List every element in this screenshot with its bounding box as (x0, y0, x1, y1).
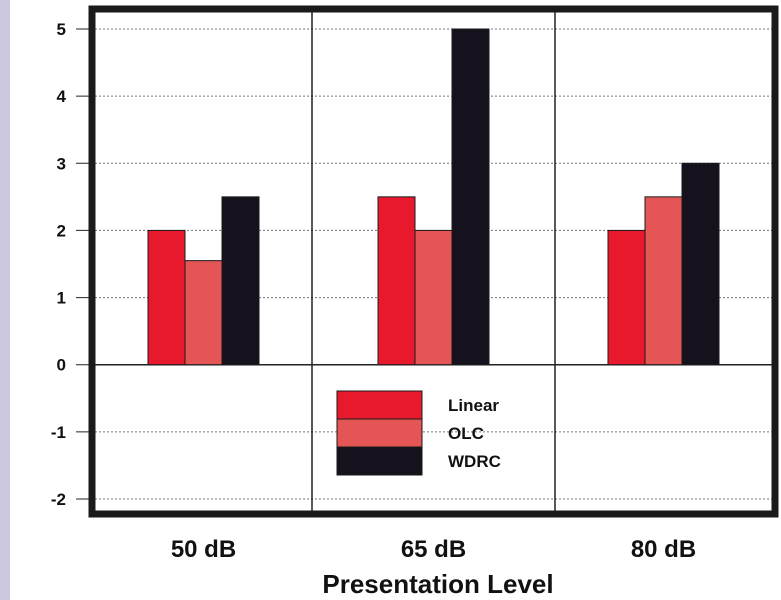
legend-swatch-wdrc (336, 446, 423, 476)
y-axis-ticks: -2 -1 0 1 2 3 4 5 (51, 20, 95, 509)
x-category-label: 65 dB (401, 536, 466, 563)
x-axis-title: Presentation Level (322, 569, 553, 599)
legend: Linear OLC WDRC (336, 390, 501, 476)
bar-wdrc (451, 28, 490, 366)
legend-label: Linear (448, 396, 499, 415)
bar-olc (644, 196, 683, 366)
y-tick-label: -1 (51, 423, 66, 442)
x-category-label: 80 dB (631, 536, 696, 563)
bar-wdrc (221, 196, 260, 366)
legend-swatch-linear (336, 390, 423, 420)
y-tick-label: -2 (51, 490, 66, 509)
y-tick-label: 0 (57, 356, 66, 375)
bar-linear (147, 229, 186, 366)
bar-linear (377, 196, 416, 366)
bar-olc (184, 260, 223, 366)
y-tick-label: 5 (57, 20, 66, 39)
left-margin-strip (0, 0, 10, 600)
y-tick-label: 3 (57, 154, 66, 173)
plot-frame (88, 5, 779, 518)
y-tick-label: 2 (57, 221, 66, 240)
x-category-label: 50 dB (171, 536, 236, 563)
y-tick-label: 4 (57, 87, 67, 106)
bar-wdrc (681, 162, 720, 366)
bars (147, 28, 720, 366)
bar-olc (414, 229, 453, 366)
x-axis-categories: 50 dB 65 dB 80 dB (171, 536, 696, 563)
legend-swatch-olc (336, 418, 423, 448)
y-tick-label: 1 (57, 289, 66, 308)
bar-linear (607, 229, 646, 366)
legend-label: OLC (448, 424, 484, 443)
legend-label: WDRC (448, 452, 501, 471)
